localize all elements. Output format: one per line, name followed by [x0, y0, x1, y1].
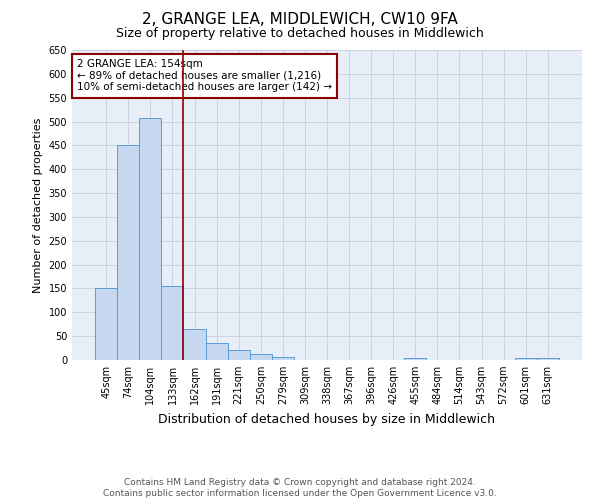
Bar: [117, 146, 139, 360]
X-axis label: Distribution of detached houses by size in Middlewich: Distribution of detached houses by size …: [158, 412, 496, 426]
Bar: [206, 344, 227, 360]
Bar: [184, 329, 206, 360]
Bar: [161, 286, 184, 360]
Text: Size of property relative to detached houses in Middlewich: Size of property relative to detached ho…: [116, 28, 484, 40]
Bar: [404, 358, 427, 360]
Text: 2, GRANGE LEA, MIDDLEWICH, CW10 9FA: 2, GRANGE LEA, MIDDLEWICH, CW10 9FA: [142, 12, 458, 28]
Bar: [272, 356, 294, 360]
Bar: [250, 354, 272, 360]
Bar: [95, 288, 117, 360]
Bar: [227, 350, 250, 360]
Bar: [139, 118, 161, 360]
Text: Contains HM Land Registry data © Crown copyright and database right 2024.
Contai: Contains HM Land Registry data © Crown c…: [103, 478, 497, 498]
Text: 2 GRANGE LEA: 154sqm
← 89% of detached houses are smaller (1,216)
10% of semi-de: 2 GRANGE LEA: 154sqm ← 89% of detached h…: [77, 60, 332, 92]
Bar: [515, 358, 537, 360]
Bar: [537, 358, 559, 360]
Y-axis label: Number of detached properties: Number of detached properties: [33, 118, 43, 292]
